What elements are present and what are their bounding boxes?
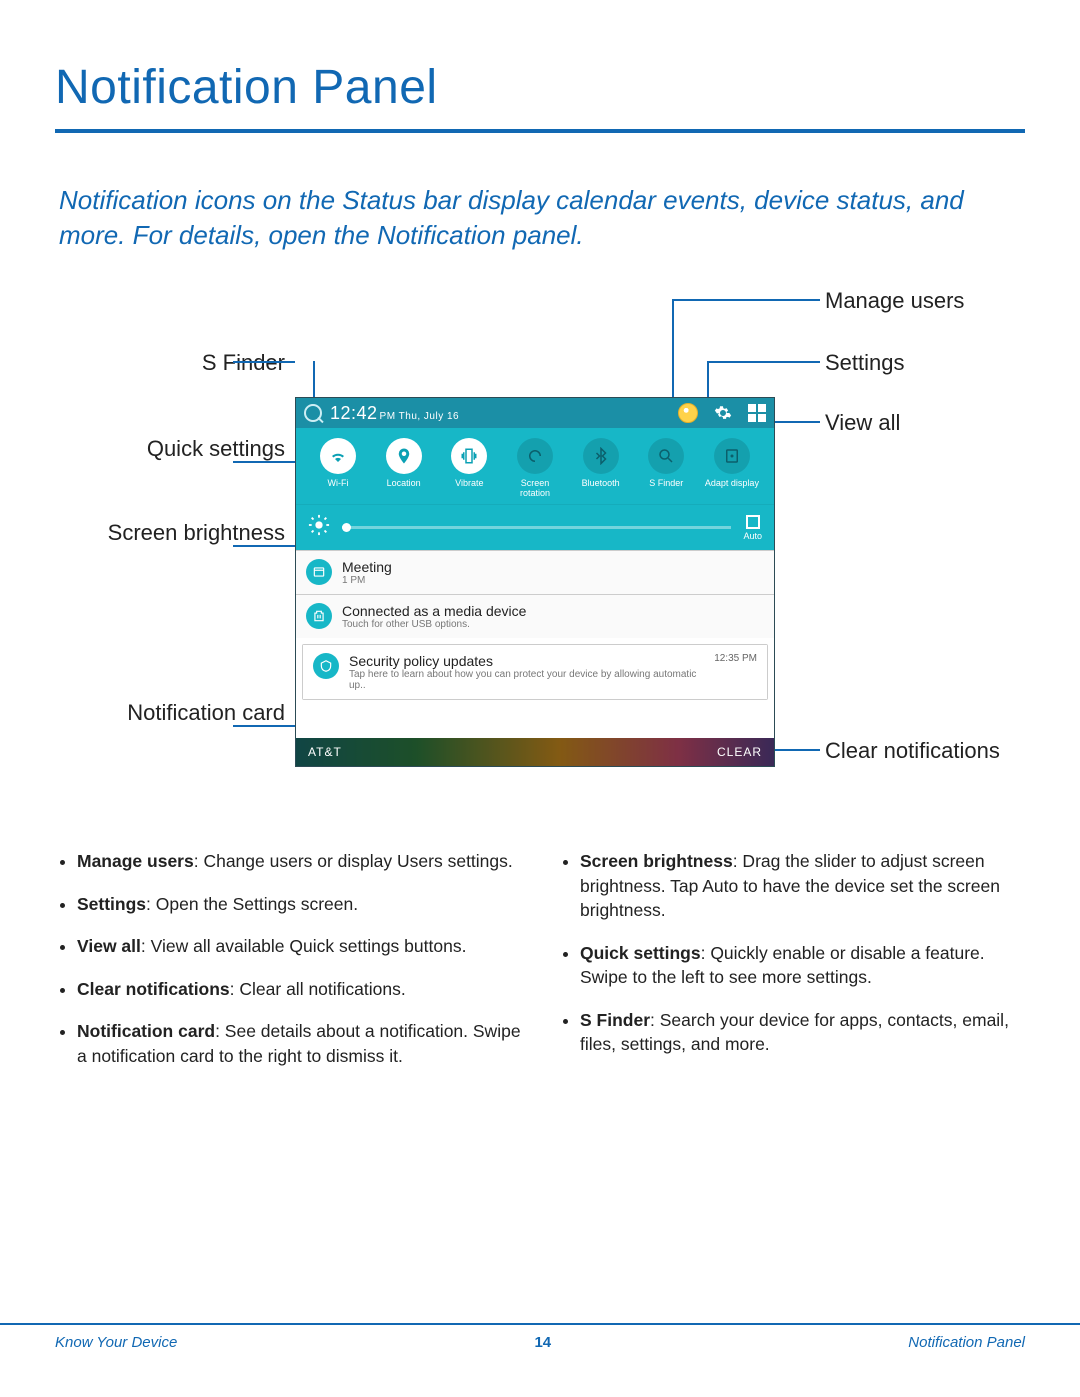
- bullet-item: Manage users: Change users or display Us…: [77, 849, 522, 874]
- time-value: 12:42: [330, 403, 378, 423]
- view-all-icon[interactable]: [748, 404, 766, 422]
- callout-clear: Clear notifications: [825, 737, 1000, 766]
- bullet-term: Screen brightness: [580, 851, 733, 871]
- qs-wi-fi[interactable]: Wi-Fi: [310, 438, 366, 498]
- qs-location[interactable]: Location: [376, 438, 432, 498]
- bullet-term: Quick settings: [580, 943, 701, 963]
- annotated-diagram: Manage users Settings View all Clear not…: [55, 287, 1025, 827]
- leader: [233, 361, 295, 363]
- callout-brightness: Screen brightness: [108, 519, 285, 548]
- bullet-item: Clear notifications: Clear all notificat…: [77, 977, 522, 1002]
- clear-button[interactable]: CLEAR: [717, 745, 762, 759]
- notif-title: Connected as a media device: [342, 603, 764, 619]
- panel-footer: AT&T CLEAR: [296, 738, 774, 766]
- qs-label: Location: [376, 478, 432, 488]
- qs-toggle-icon[interactable]: [583, 438, 619, 474]
- qs-adapt-display[interactable]: Adapt display: [704, 438, 760, 498]
- qs-bluetooth[interactable]: Bluetooth: [573, 438, 629, 498]
- callout-quick-settings: Quick settings: [147, 435, 285, 464]
- notification-list: Meeting1 PMConnected as a media deviceTo…: [296, 550, 774, 700]
- qs-s-finder[interactable]: S Finder: [638, 438, 694, 498]
- bullet-item: Quick settings: Quickly enable or disabl…: [580, 941, 1025, 990]
- auto-label: Auto: [743, 531, 762, 541]
- page-title: Notification Panel: [55, 60, 1025, 115]
- notif-icon: [313, 653, 339, 679]
- qs-label: S Finder: [638, 478, 694, 488]
- settings-gear-icon[interactable]: [714, 404, 732, 422]
- qs-screen-rotation[interactable]: Screen rotation: [507, 438, 563, 498]
- bullet-term: Notification card: [77, 1021, 215, 1041]
- leader: [672, 299, 820, 301]
- notif-title: Security policy updates: [349, 653, 704, 669]
- callout-settings: Settings: [825, 349, 905, 378]
- footer-left: Know Your Device: [55, 1334, 177, 1351]
- qs-toggle-icon[interactable]: [714, 438, 750, 474]
- auto-brightness-toggle[interactable]: Auto: [743, 515, 762, 541]
- notif-subtitle: Touch for other USB options.: [342, 619, 764, 630]
- device-screenshot: 12:42PM Thu, July 16 Wi-Fi Location Vibrat…: [295, 397, 775, 767]
- notif-title: Meeting: [342, 559, 764, 575]
- description-columns: Manage users: Change users or display Us…: [55, 849, 1025, 1086]
- callout-sfinder: S Finder: [202, 349, 285, 378]
- sfinder-icon[interactable]: [304, 404, 322, 422]
- callout-view-all: View all: [825, 409, 900, 438]
- qs-vibrate[interactable]: Vibrate: [441, 438, 497, 498]
- qs-toggle-icon[interactable]: [320, 438, 356, 474]
- bullet-item: S Finder: Search your device for apps, c…: [580, 1008, 1025, 1057]
- clock: 12:42PM Thu, July 16: [330, 403, 459, 424]
- notif-subtitle: Tap here to learn about how you can prot…: [349, 669, 704, 691]
- leader: [233, 725, 295, 727]
- brightness-icon: [308, 514, 330, 541]
- bullet-term: Manage users: [77, 851, 194, 871]
- page-footer: Know Your Device 14 Notification Panel: [0, 1323, 1080, 1351]
- bullet-text: : Change users or display Users settings…: [194, 851, 513, 871]
- qs-label: Vibrate: [441, 478, 497, 488]
- bullet-item: View all: View all available Quick setti…: [77, 934, 522, 959]
- qs-label: Bluetooth: [573, 478, 629, 488]
- leader: [233, 461, 295, 463]
- qs-toggle-icon[interactable]: [648, 438, 684, 474]
- bullet-item: Screen brightness: Drag the slider to ad…: [580, 849, 1025, 923]
- notif-icon: [306, 559, 332, 585]
- qs-label: Screen rotation: [507, 478, 563, 498]
- qs-label: Adapt display: [704, 478, 760, 488]
- intro-text: Notification icons on the Status bar dis…: [55, 183, 1025, 287]
- leader: [233, 545, 295, 547]
- quick-settings-row: Wi-Fi Location Vibrate Screen rotation Bluet…: [296, 428, 774, 504]
- bullet-term: Settings: [77, 894, 146, 914]
- callout-notif-card: Notification card: [127, 699, 285, 728]
- bullet-text: : Open the Settings screen.: [146, 894, 358, 914]
- bullet-item: Settings: Open the Settings screen.: [77, 892, 522, 917]
- notification-card[interactable]: Security policy updatesTap here to learn…: [302, 644, 768, 700]
- qs-toggle-icon[interactable]: [517, 438, 553, 474]
- bullet-term: S Finder: [580, 1010, 650, 1030]
- brightness-slider[interactable]: [342, 526, 731, 529]
- title-rule: [55, 129, 1025, 133]
- callout-manage-users: Manage users: [825, 287, 964, 316]
- leader: [707, 361, 820, 363]
- notif-icon: [306, 603, 332, 629]
- time-suffix: PM Thu, July 16: [380, 411, 460, 422]
- qs-label: Wi-Fi: [310, 478, 366, 488]
- qs-toggle-icon[interactable]: [386, 438, 422, 474]
- bullet-text: : View all available Quick settings butt…: [141, 936, 467, 956]
- status-bar: 12:42PM Thu, July 16: [296, 398, 774, 428]
- bullet-term: Clear notifications: [77, 979, 230, 999]
- brightness-row: Auto: [296, 504, 774, 550]
- footer-right: Notification Panel: [908, 1334, 1025, 1351]
- bullet-text: : Clear all notifications.: [230, 979, 406, 999]
- user-avatar-icon[interactable]: [678, 403, 698, 423]
- footer-page-number: 14: [534, 1334, 551, 1351]
- qs-toggle-icon[interactable]: [451, 438, 487, 474]
- leader: [672, 299, 674, 411]
- notif-timestamp: 12:35 PM: [714, 653, 757, 664]
- carrier-label: AT&T: [308, 745, 342, 759]
- notification-card[interactable]: Connected as a media deviceTouch for oth…: [296, 594, 774, 638]
- bullet-item: Notification card: See details about a n…: [77, 1019, 522, 1068]
- notification-card[interactable]: Meeting1 PM: [296, 550, 774, 594]
- notif-subtitle: 1 PM: [342, 575, 764, 586]
- bullet-term: View all: [77, 936, 141, 956]
